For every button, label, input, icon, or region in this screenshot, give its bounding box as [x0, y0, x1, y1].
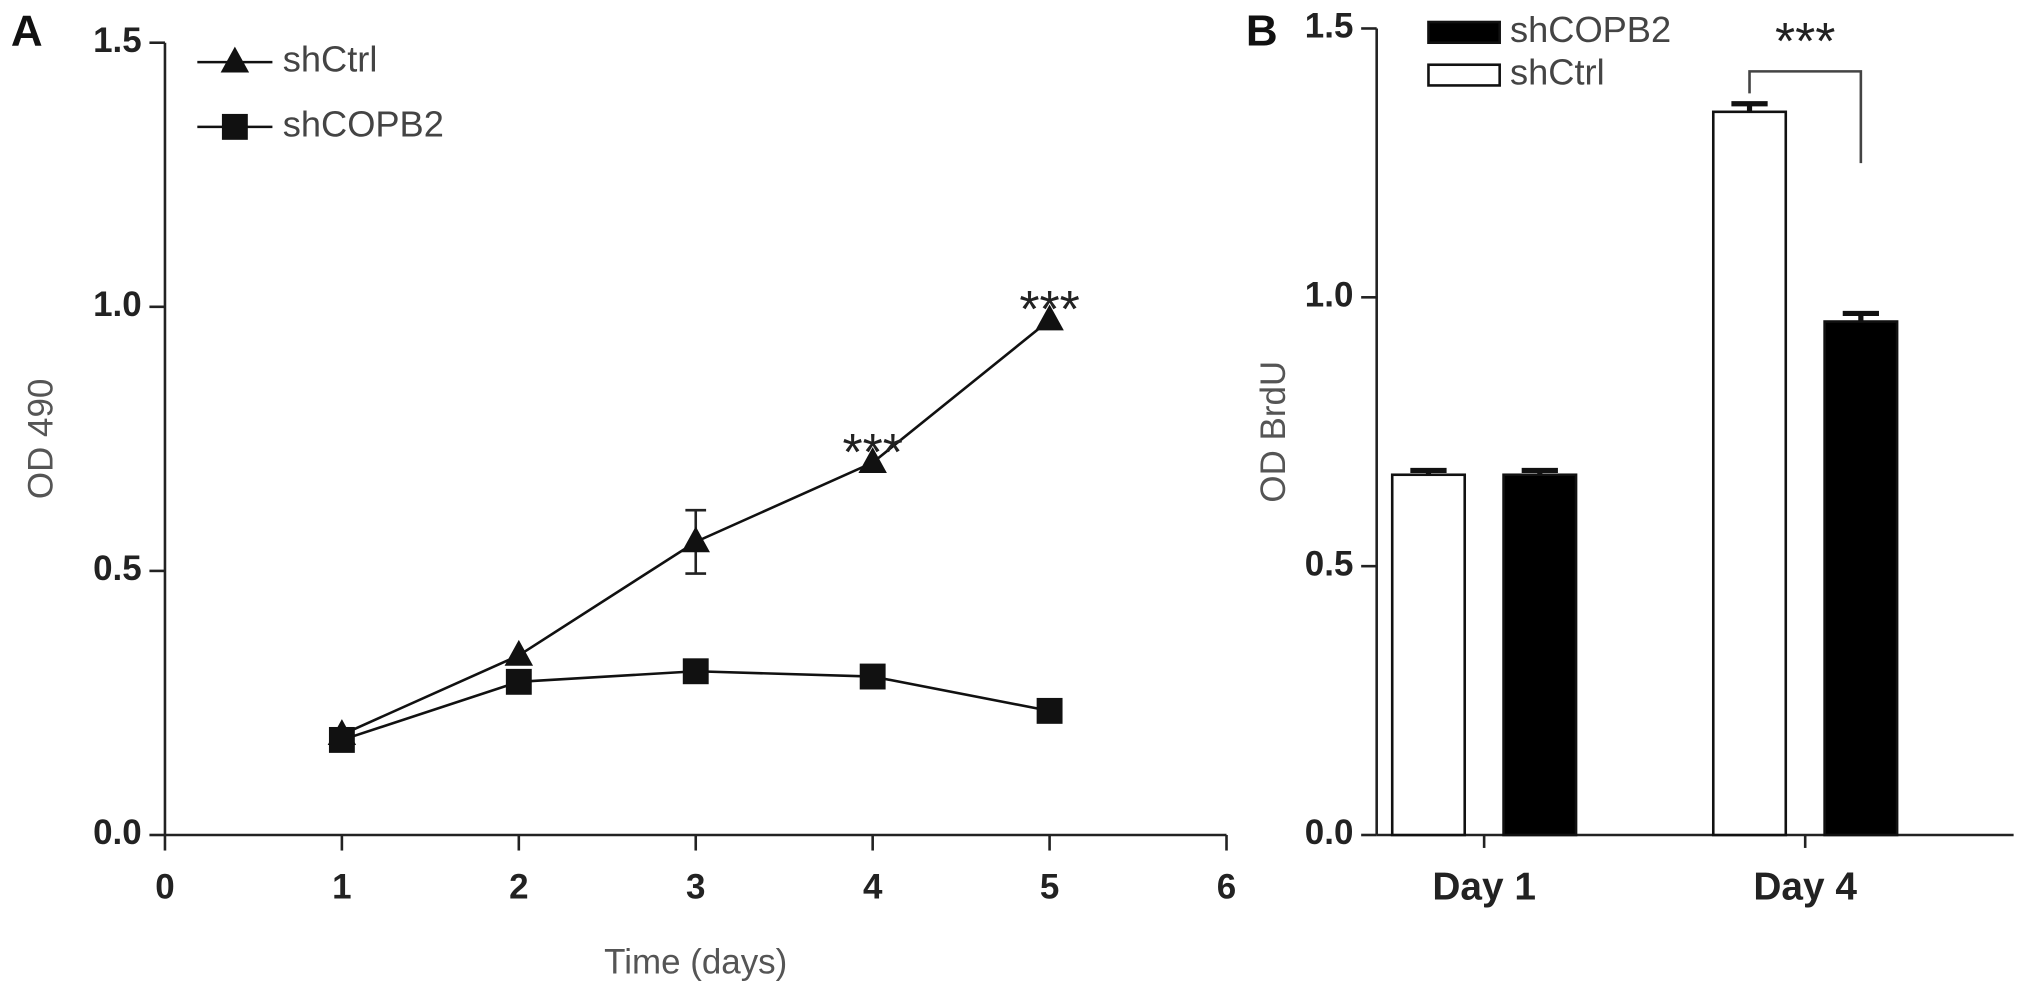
x-tick-label: 4	[863, 868, 883, 907]
legend-swatch	[1427, 63, 1501, 87]
legend-swatch	[1427, 20, 1501, 45]
data-point	[682, 658, 709, 685]
bar	[1390, 473, 1467, 837]
data-point	[859, 663, 886, 690]
y-tick-label: 0.5	[1305, 544, 1354, 583]
y-axis-title: OD BrdU	[1254, 361, 1293, 503]
y-tick-label: 0.0	[1305, 813, 1354, 852]
data-point	[505, 668, 532, 695]
annotation: ***	[1019, 280, 1079, 338]
legend-label: shCOPB2	[283, 103, 444, 144]
x-tick-label: Day 1	[1432, 866, 1536, 909]
x-tick-label: 5	[1040, 868, 1059, 907]
x-tick-label: 3	[686, 868, 705, 907]
y-tick-label: 0.0	[93, 813, 142, 852]
error-bar	[1842, 310, 1879, 322]
data-point	[1035, 304, 1064, 331]
x-tick-label: 1	[332, 868, 351, 907]
panel-label: A	[11, 6, 43, 55]
x-tick-label: 0	[155, 868, 174, 907]
annotation: ***	[842, 423, 902, 481]
data-point	[1036, 697, 1063, 724]
panel-label: B	[1246, 6, 1278, 55]
y-tick-label: 1.0	[1305, 276, 1354, 315]
legend-label: shCtrl	[1510, 52, 1605, 93]
significance-bracket	[1748, 70, 1863, 164]
legend-marker	[220, 46, 250, 73]
annotation: ***	[1775, 12, 1835, 70]
y-tick-label: 1.5	[1305, 7, 1354, 46]
x-tick-label: 2	[509, 868, 528, 907]
y-axis-title: OD 490	[22, 379, 61, 499]
bar	[1823, 320, 1899, 837]
legend-label: shCOPB2	[1510, 9, 1671, 50]
error-bar	[1731, 101, 1768, 112]
bar	[1711, 110, 1788, 837]
data-point	[858, 447, 887, 473]
data-point	[328, 726, 355, 753]
y-tick-label: 1.5	[93, 21, 142, 60]
x-tick-label: 6	[1217, 868, 1236, 907]
legend-label: shCtrl	[283, 39, 378, 80]
x-tick-label: Day 4	[1753, 866, 1857, 909]
data-point	[681, 526, 710, 553]
x-axis-title: Time (days)	[604, 943, 787, 982]
y-tick-label: 1.0	[93, 285, 142, 324]
bar	[1502, 473, 1578, 837]
y-tick-label: 0.5	[93, 549, 142, 588]
legend-marker	[221, 113, 248, 140]
data-point	[504, 639, 534, 666]
